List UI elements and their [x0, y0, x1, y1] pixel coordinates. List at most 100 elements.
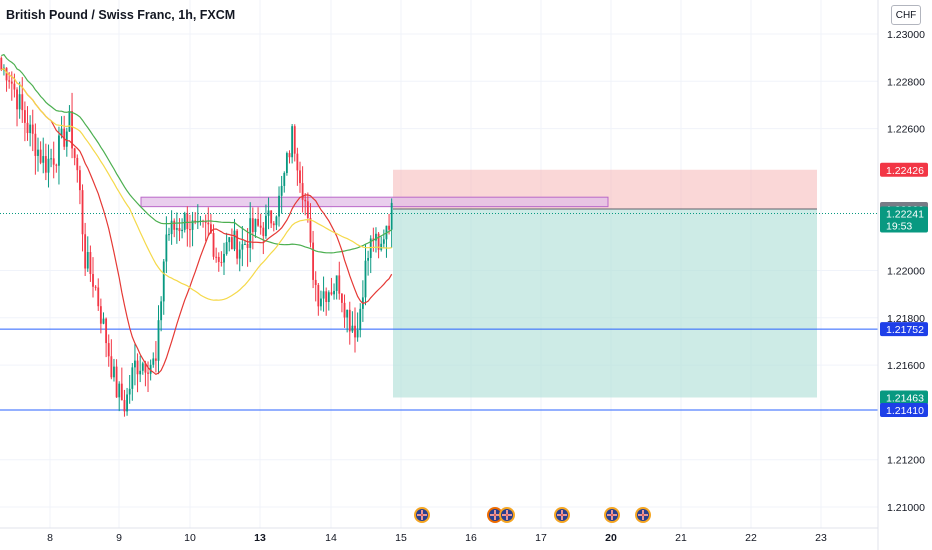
candle-body — [34, 133, 37, 156]
uk-flag-icon[interactable] — [414, 507, 430, 523]
uk-flag-icon[interactable] — [635, 507, 651, 523]
candles — [0, 56, 393, 417]
price-tick-label: 1.22000 — [887, 266, 925, 278]
price-tick-label: 1.23000 — [887, 29, 925, 41]
take-profit-zone — [393, 209, 817, 398]
candle-body — [170, 220, 173, 235]
candle-body — [152, 358, 155, 365]
price-badge-label: 1.22426 — [886, 165, 924, 177]
candle-body — [191, 220, 194, 230]
price-badge-label: 1.21463 — [886, 393, 924, 405]
candle-body — [346, 309, 349, 318]
candle-body — [293, 126, 296, 154]
candle-body — [139, 370, 142, 375]
chart-title: British Pound / Swiss Franc, 1h, FXCM — [6, 8, 236, 22]
candle-body — [110, 356, 113, 378]
price-tick-label: 1.21000 — [887, 502, 925, 514]
candle-body — [144, 363, 147, 373]
candle-body — [168, 234, 170, 236]
candle-body — [244, 243, 246, 245]
time-axis[interactable]: 8 9 10 13 14 15 16 17 20 21 22 23 — [0, 527, 878, 544]
candle-body — [288, 153, 291, 158]
time-tick-label: 21 — [675, 532, 687, 544]
candle-body — [92, 274, 94, 287]
candle-body — [301, 183, 304, 200]
candle-body — [165, 234, 168, 262]
candle-body — [86, 252, 89, 269]
candle-body — [31, 124, 34, 134]
candle-body — [280, 185, 283, 196]
moving-average-line — [1, 53, 393, 254]
candle-body — [270, 210, 273, 224]
candle-body — [18, 94, 21, 110]
candle-body — [306, 201, 309, 218]
candle-body — [99, 306, 102, 324]
horizontal-lines[interactable] — [0, 328, 878, 411]
candle-body — [212, 233, 215, 257]
candle-body — [58, 135, 60, 166]
candle-body — [230, 237, 233, 250]
candle-body — [359, 308, 362, 331]
candle-body — [340, 293, 343, 303]
candle-body — [97, 287, 100, 307]
time-tick-label: 16 — [465, 532, 477, 544]
event-markers[interactable] — [414, 507, 651, 523]
time-tick-label: 13 — [254, 532, 266, 544]
position-zones[interactable] — [0, 169, 878, 398]
candle-body — [364, 260, 367, 298]
time-tick-label: 20 — [605, 532, 617, 544]
uk-flag-icon[interactable] — [554, 507, 570, 523]
candle-body — [21, 94, 24, 111]
candle-body — [52, 158, 55, 165]
uk-flag-icon[interactable] — [487, 507, 503, 523]
candle-body — [327, 292, 330, 303]
candle-body — [107, 343, 110, 357]
uk-flag-icon[interactable] — [499, 507, 515, 523]
uk-flag-icon[interactable] — [604, 507, 620, 523]
price-badge-label: 1.21752 — [886, 324, 924, 336]
candle-body — [246, 243, 249, 248]
currency-button[interactable]: CHF — [891, 5, 921, 25]
candle-body — [382, 239, 385, 244]
price-axis[interactable]: 1.23000 1.22800 1.22600 1.22000 1.21800 1.216… — [877, 0, 925, 550]
candle-body — [60, 128, 63, 136]
moving-average-line — [1, 67, 392, 301]
candle-body — [291, 126, 294, 158]
candle-body — [160, 301, 163, 321]
candle-body — [123, 400, 126, 412]
candle-body — [118, 383, 121, 398]
candle-body — [47, 158, 50, 173]
candle-body — [325, 291, 328, 303]
candle-body — [71, 111, 73, 149]
candle-body — [275, 216, 278, 226]
candle-body — [149, 364, 152, 374]
candle-body — [299, 170, 301, 184]
candle-body — [251, 218, 254, 233]
candle-body — [157, 320, 160, 361]
candle-body — [44, 156, 47, 173]
time-tick-label: 15 — [395, 532, 407, 544]
candle-body — [120, 383, 123, 401]
price-badge — [880, 390, 928, 405]
candle-body — [225, 242, 228, 254]
candle-body — [126, 394, 128, 412]
price-badge-label: 1.22241 — [886, 209, 924, 221]
candle-body — [314, 279, 317, 286]
candle-body — [26, 122, 29, 134]
candle-body — [333, 290, 335, 295]
candle-body — [13, 83, 16, 90]
candle-body — [304, 199, 307, 202]
candle-body — [183, 213, 186, 230]
candle-body — [207, 222, 210, 225]
candle-body — [223, 253, 225, 263]
candle-body — [259, 225, 262, 228]
candle-body — [42, 156, 45, 163]
candle-body — [8, 80, 11, 82]
candle-body — [136, 360, 139, 375]
candle-body — [105, 318, 108, 344]
supply-zone-box — [140, 196, 609, 208]
candle-body — [141, 363, 144, 371]
candle-body — [317, 285, 320, 307]
